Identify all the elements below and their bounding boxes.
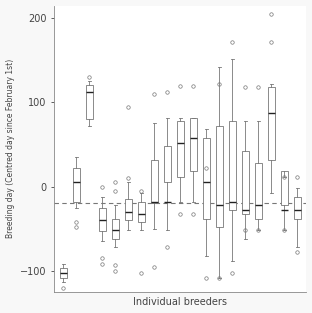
PathPatch shape	[138, 202, 145, 222]
PathPatch shape	[73, 168, 80, 202]
PathPatch shape	[242, 151, 249, 213]
PathPatch shape	[86, 85, 93, 119]
PathPatch shape	[151, 160, 158, 203]
PathPatch shape	[164, 146, 171, 182]
PathPatch shape	[255, 163, 262, 218]
PathPatch shape	[203, 138, 210, 218]
PathPatch shape	[229, 121, 236, 210]
PathPatch shape	[268, 87, 275, 160]
PathPatch shape	[125, 199, 132, 220]
PathPatch shape	[294, 197, 301, 218]
PathPatch shape	[281, 172, 288, 205]
PathPatch shape	[190, 118, 197, 172]
PathPatch shape	[99, 208, 106, 231]
PathPatch shape	[216, 126, 223, 227]
PathPatch shape	[112, 218, 119, 239]
Y-axis label: Breeding day (Centred day since February 1st): Breeding day (Centred day since February…	[6, 59, 15, 238]
PathPatch shape	[60, 268, 67, 278]
PathPatch shape	[177, 121, 184, 177]
X-axis label: Individual breeders: Individual breeders	[133, 297, 227, 307]
